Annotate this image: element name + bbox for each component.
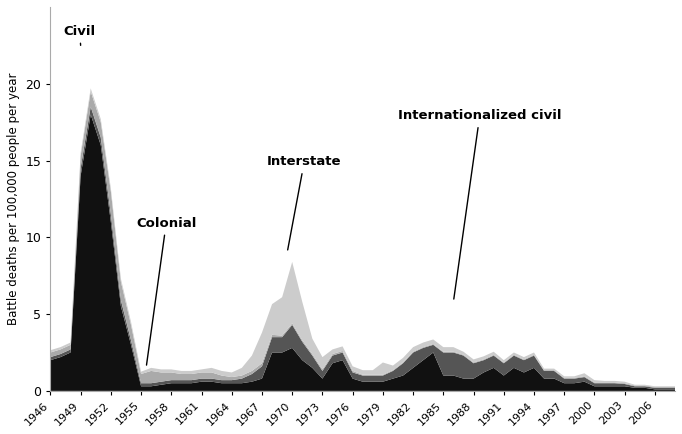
Text: Civil: Civil [63,25,95,45]
Text: Interstate: Interstate [267,155,342,250]
Y-axis label: Battle deaths per 100,000 people per year: Battle deaths per 100,000 people per yea… [7,72,20,325]
Text: Internationalized civil: Internationalized civil [398,109,561,299]
Text: Colonial: Colonial [136,217,196,365]
